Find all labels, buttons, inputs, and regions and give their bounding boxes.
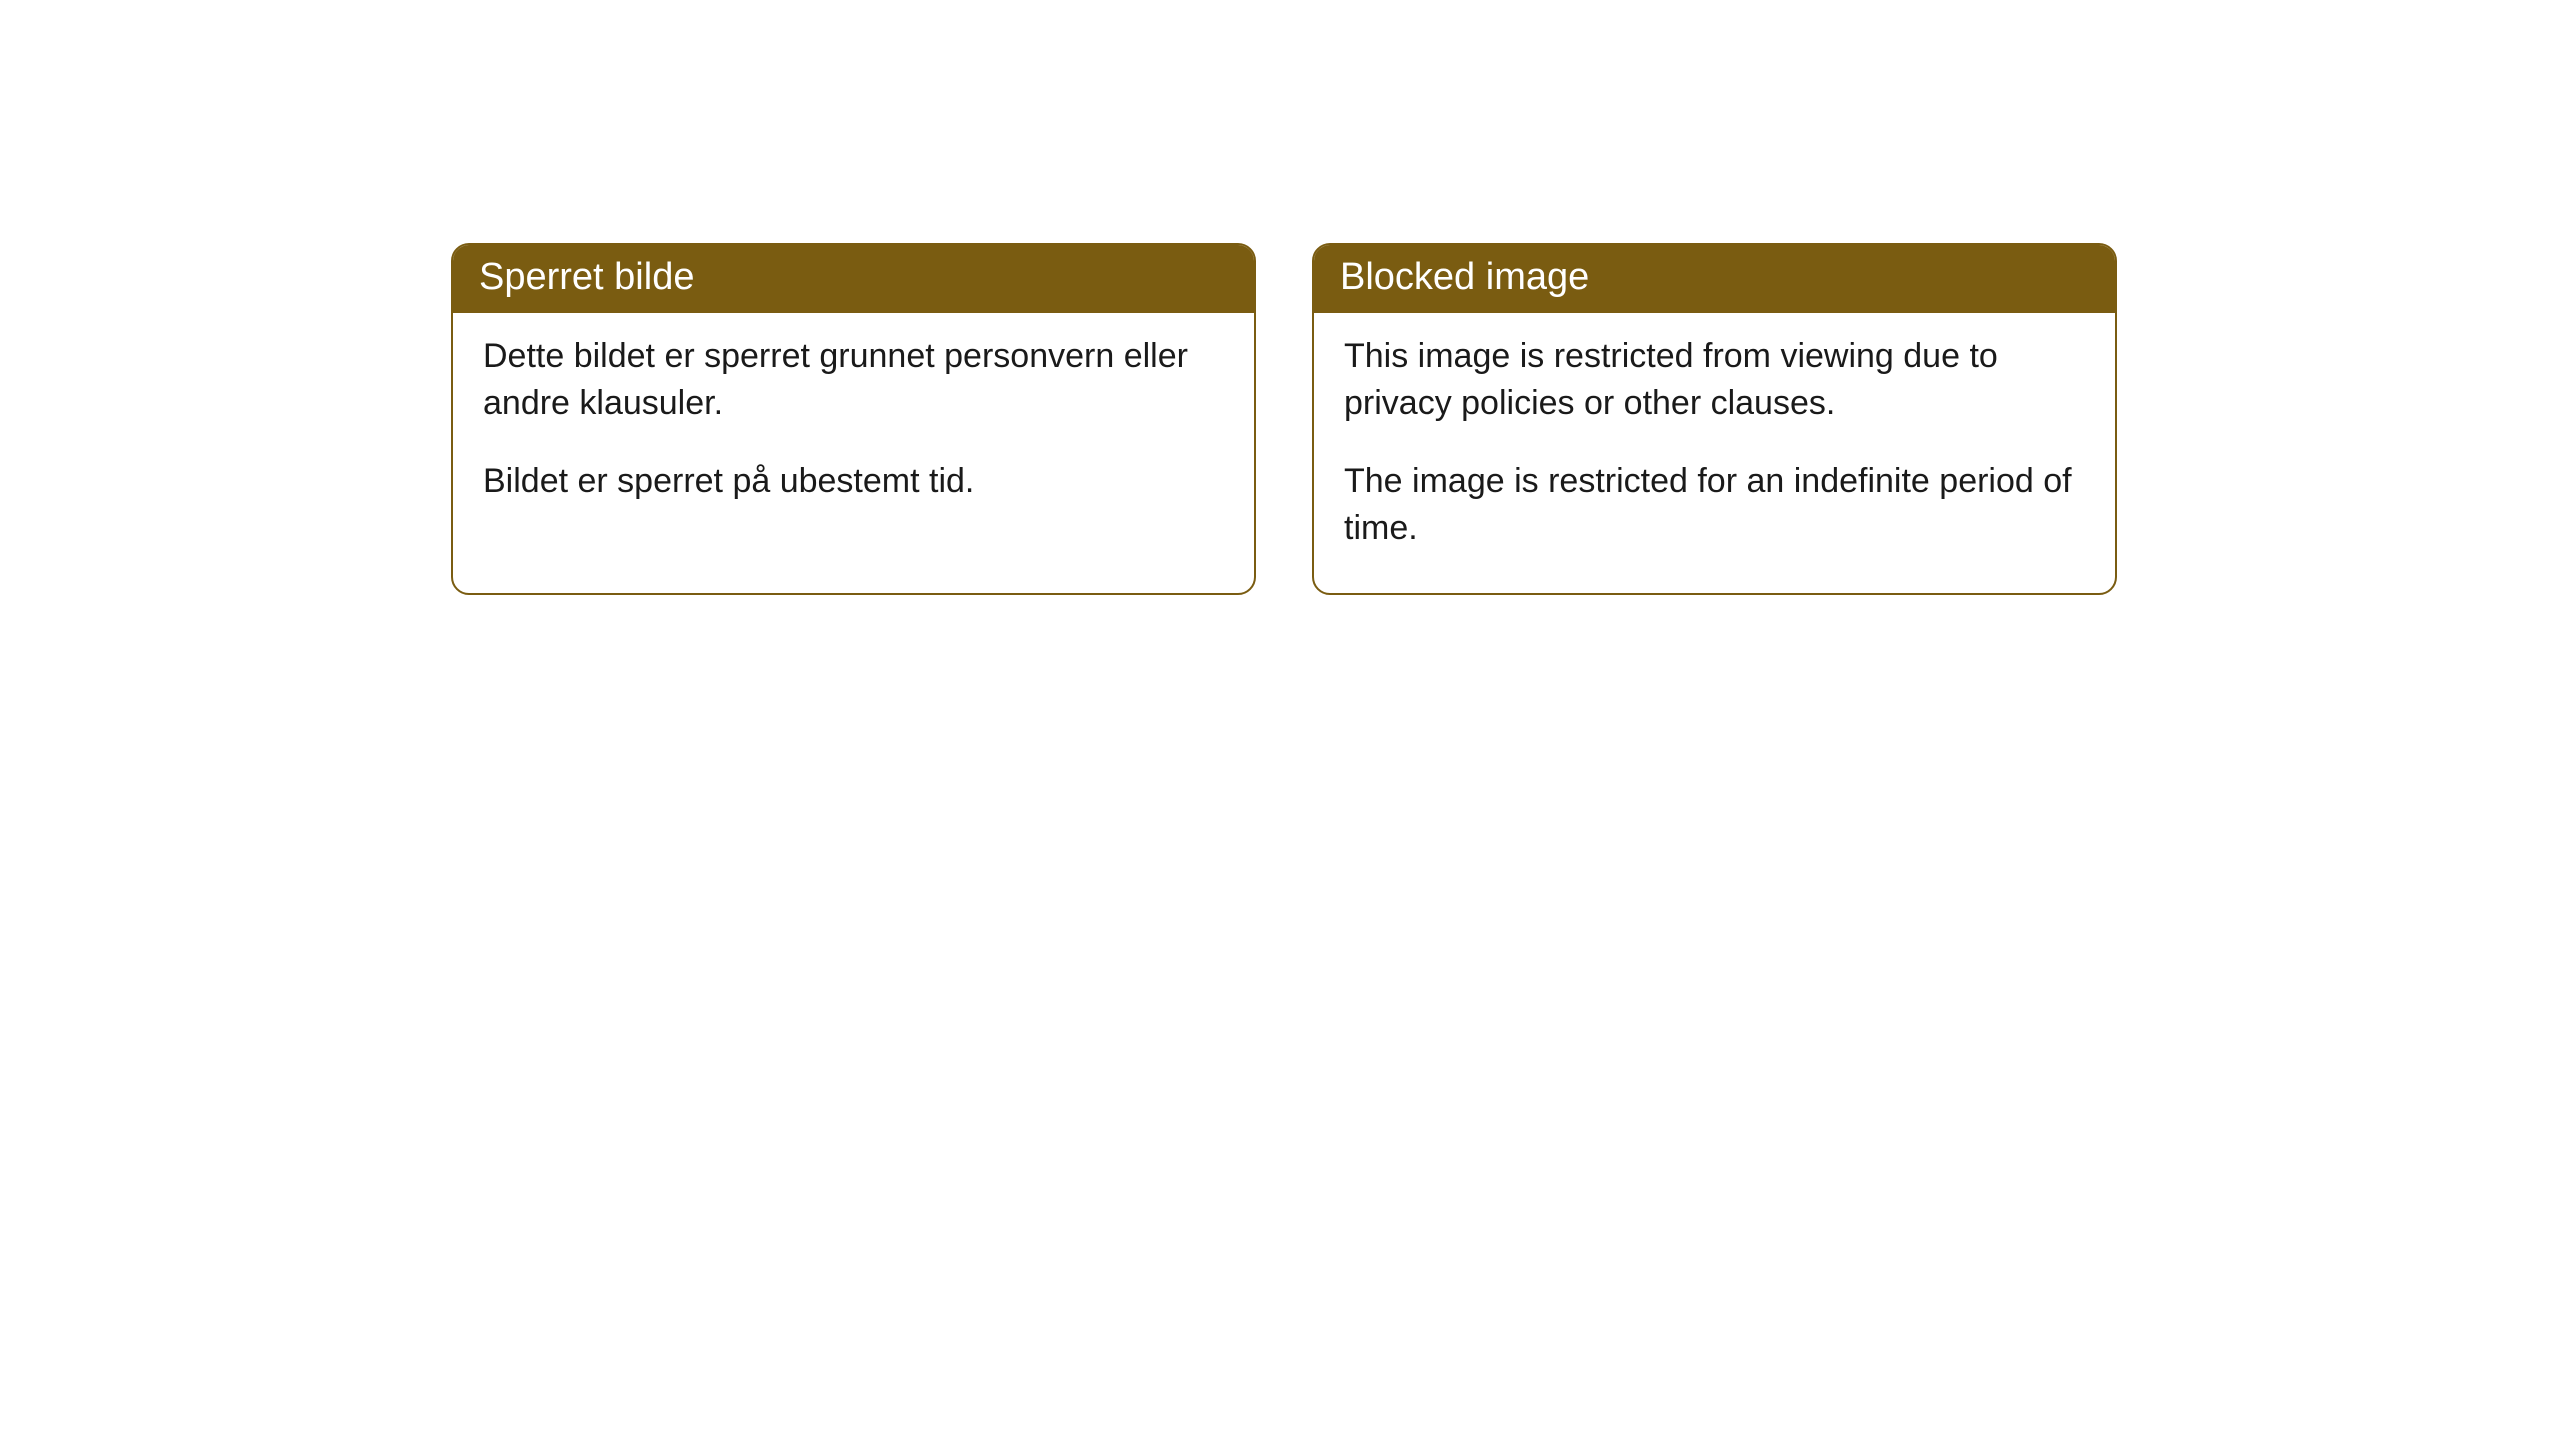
card-paragraph: Dette bildet er sperret grunnet personve… xyxy=(483,333,1224,428)
card-body-norwegian: Dette bildet er sperret grunnet personve… xyxy=(453,313,1254,546)
card-header-norwegian: Sperret bilde xyxy=(453,245,1254,313)
card-body-english: This image is restricted from viewing du… xyxy=(1314,313,2115,593)
card-paragraph: The image is restricted for an indefinit… xyxy=(1344,458,2085,553)
notice-card-english: Blocked image This image is restricted f… xyxy=(1312,243,2117,595)
card-paragraph: Bildet er sperret på ubestemt tid. xyxy=(483,458,1224,506)
notice-card-norwegian: Sperret bilde Dette bildet er sperret gr… xyxy=(451,243,1256,595)
card-header-english: Blocked image xyxy=(1314,245,2115,313)
card-paragraph: This image is restricted from viewing du… xyxy=(1344,333,2085,428)
notice-cards-container: Sperret bilde Dette bildet er sperret gr… xyxy=(0,0,2560,595)
card-title: Blocked image xyxy=(1340,256,1589,298)
card-title: Sperret bilde xyxy=(479,256,694,298)
